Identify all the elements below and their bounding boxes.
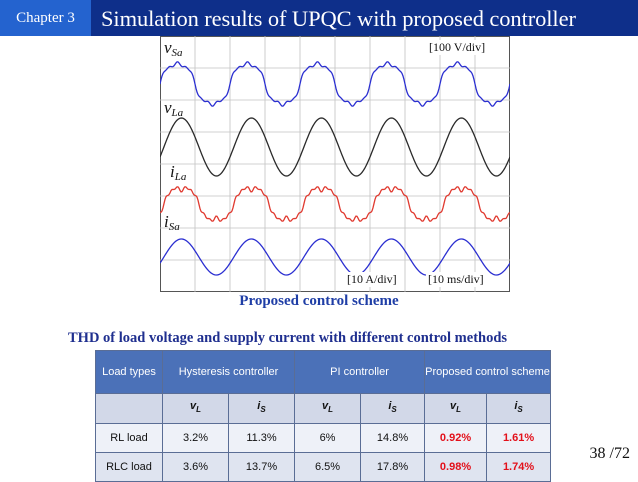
sub-subscript: L — [196, 405, 201, 415]
header-pi: PI controller — [294, 350, 426, 394]
trace-subscript: La — [174, 171, 187, 183]
trace-supply-voltage — [160, 61, 510, 107]
trace-label-isa: iSa — [164, 212, 180, 233]
sub-symbol: i — [388, 400, 392, 413]
sub-subscript: S — [391, 405, 397, 415]
sub-subscript: S — [260, 405, 266, 415]
cell-prop-is: 1.74% — [486, 452, 552, 482]
cell-hyst-is: 11.3% — [227, 423, 296, 453]
plot-caption: Proposed control scheme — [239, 293, 399, 309]
subheader-pi-is: iS — [360, 393, 426, 424]
cell-hyst-vl: 3.2% — [162, 423, 229, 453]
header-load-types: Load types — [95, 350, 163, 394]
trace-subscript: La — [171, 107, 184, 119]
cell-load: RLC load — [95, 452, 163, 482]
cell-prop-vl: 0.98% — [424, 452, 488, 482]
cell-pi-vl: 6.5% — [294, 452, 362, 482]
trace-label-vla: vLa — [164, 98, 183, 119]
subheader-prop-vl: vL — [424, 393, 488, 424]
oscilloscope-canvas — [160, 36, 510, 292]
page-number: 38 /72 — [589, 445, 630, 462]
trace-symbol: i — [170, 162, 175, 181]
trace-subscript: Sa — [168, 221, 180, 233]
table-header-row: Load types Hysteresis controller PI cont… — [95, 350, 552, 394]
trace-label-ila: iLa — [170, 162, 186, 183]
subheader-hyst-vl: vL — [162, 393, 229, 424]
thd-table: Load types Hysteresis controller PI cont… — [95, 350, 552, 482]
trace-symbol: i — [164, 212, 169, 231]
cell-hyst-is: 13.7% — [227, 452, 296, 482]
trace-load-voltage — [160, 117, 510, 177]
cell-hyst-vl: 3.6% — [162, 452, 229, 482]
sub-symbol: i — [257, 400, 261, 413]
subheader-hyst-is: iS — [227, 393, 296, 424]
cell-pi-vl: 6% — [294, 423, 362, 453]
sub-symbol: v — [450, 400, 457, 413]
time-scale-label: [10 ms/div] — [426, 272, 486, 287]
cell-prop-is: 1.61% — [486, 423, 552, 453]
trace-label-vsa: vSa — [164, 38, 183, 59]
cell-pi-is: 17.8% — [360, 452, 426, 482]
subheader-pi-vl: vL — [294, 393, 362, 424]
cell-pi-is: 14.8% — [360, 423, 426, 453]
cell-load: RL load — [95, 423, 163, 453]
table-subheader-row: vL iS vL iS vL iS — [95, 393, 552, 424]
subheader-prop-is: iS — [486, 393, 552, 424]
chapter-label: Chapter 3 — [0, 0, 91, 36]
sub-subscript: L — [328, 405, 334, 415]
header-hysteresis: Hysteresis controller — [161, 350, 296, 394]
thd-table-title: THD of load voltage and supply current w… — [68, 330, 508, 346]
slide-header: Chapter 3 Simulation results of UPQC wit… — [0, 0, 638, 36]
voltage-scale-label: [100 V/div] — [427, 40, 488, 55]
trace-symbol: v — [164, 38, 172, 57]
current-scale-label: [10 A/div] — [345, 272, 399, 287]
slide-title: Simulation results of UPQC with proposed… — [101, 6, 576, 31]
table-row: RLC load 3.6% 13.7% 6.5% 17.8% 0.98% 1.7… — [95, 452, 552, 482]
trace-supply-current — [160, 238, 510, 276]
table-row: RL load 3.2% 11.3% 6% 14.8% 0.92% 1.61% — [95, 423, 552, 453]
subheader-empty — [95, 393, 163, 424]
cell-prop-vl: 0.92% — [424, 423, 488, 453]
sub-symbol: v — [322, 400, 329, 413]
trace-load-current — [160, 186, 510, 222]
sub-symbol: v — [189, 400, 197, 413]
header-proposed: Proposed control scheme — [424, 350, 552, 394]
trace-subscript: Sa — [171, 47, 183, 59]
sub-symbol: i — [514, 400, 518, 413]
sub-subscript: S — [517, 405, 523, 415]
oscilloscope-plot: vSa vLa iLa iSa [100 V/div] [10 A/div] [… — [160, 36, 510, 292]
sub-subscript: L — [456, 405, 462, 415]
trace-symbol: v — [164, 98, 172, 117]
